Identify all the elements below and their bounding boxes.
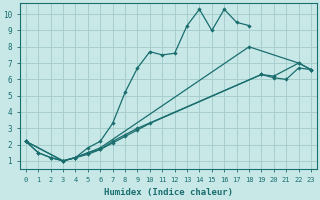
- X-axis label: Humidex (Indice chaleur): Humidex (Indice chaleur): [104, 188, 233, 197]
